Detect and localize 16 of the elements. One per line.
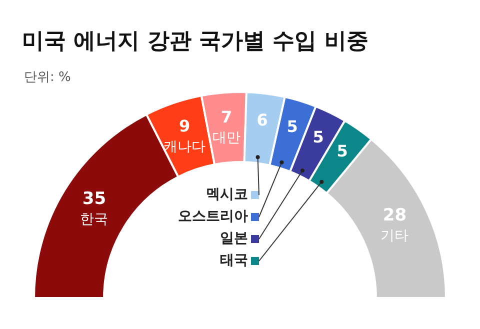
- chart-title: 미국 에너지 강관 국가별 수입 비중: [22, 28, 368, 56]
- legend-label: 태국: [220, 252, 248, 269]
- slice-label: 한국: [80, 211, 108, 228]
- data-label: 5: [336, 142, 348, 161]
- data-label: 5: [312, 127, 324, 146]
- data-label: 5: [286, 117, 298, 136]
- legend-label: 오스트리아: [178, 208, 248, 225]
- legend-label: 멕시코: [206, 186, 248, 203]
- data-label: 6: [256, 110, 268, 130]
- data-label: 35: [82, 189, 106, 210]
- chart-subtitle: 단위: %: [24, 69, 71, 86]
- data-label: 9: [179, 116, 190, 136]
- slice-label: 대만: [212, 130, 241, 146]
- legend-label: 일본: [220, 230, 248, 247]
- slice-label: 캐나다: [164, 138, 206, 155]
- data-label: 7: [221, 108, 232, 127]
